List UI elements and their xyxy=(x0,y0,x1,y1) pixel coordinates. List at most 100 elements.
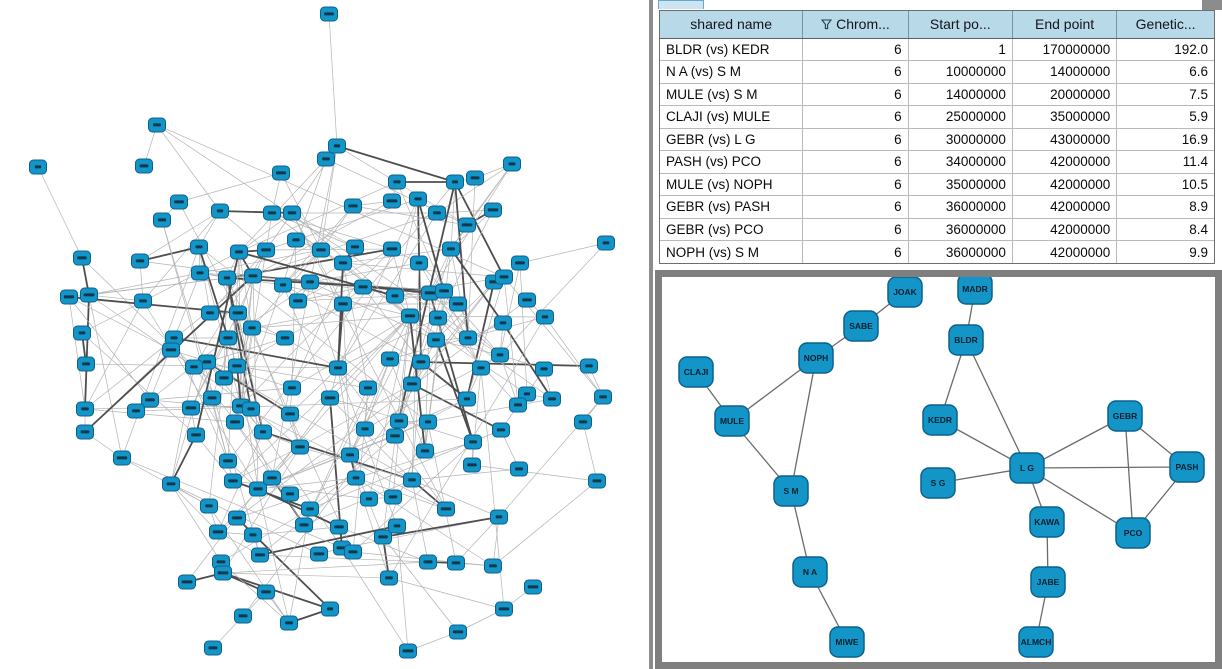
network-node[interactable] xyxy=(287,232,305,248)
network-node[interactable] xyxy=(226,414,244,430)
network-node[interactable] xyxy=(148,117,166,133)
cell-value[interactable]: 6 xyxy=(802,128,909,151)
network-node[interactable] xyxy=(463,457,481,473)
column-header-3[interactable]: End point xyxy=(1012,11,1118,39)
network-node[interactable] xyxy=(494,315,512,331)
cell-value[interactable]: 1 xyxy=(908,38,1013,61)
network-node[interactable] xyxy=(127,403,145,419)
network-node[interactable] xyxy=(484,202,502,218)
cell-value[interactable]: 170000000 xyxy=(1012,38,1118,61)
network-node[interactable] xyxy=(356,421,374,437)
cell-value[interactable]: 14000000 xyxy=(908,83,1013,106)
network-node[interactable] xyxy=(536,309,554,325)
filter-funnel-icon[interactable] xyxy=(820,17,833,33)
network-node[interactable] xyxy=(388,518,406,534)
network-node[interactable] xyxy=(204,640,222,656)
network-node-pco[interactable]: PCO xyxy=(1115,517,1151,549)
network-node[interactable] xyxy=(295,517,313,533)
cell-value[interactable]: 11.4 xyxy=(1116,150,1214,174)
cell-value[interactable]: 6 xyxy=(802,150,909,174)
network-node[interactable] xyxy=(347,470,365,486)
network-node[interactable] xyxy=(511,255,529,271)
network-node[interactable] xyxy=(321,390,339,406)
network-node[interactable] xyxy=(209,524,227,540)
network-node[interactable] xyxy=(330,519,348,535)
network-node[interactable] xyxy=(29,159,47,175)
network-node-almch[interactable]: ALMCH xyxy=(1018,626,1054,658)
network-node[interactable] xyxy=(427,332,445,348)
table-row[interactable]: MULE (vs) NOPH 6 35000000 42000000 10.5 xyxy=(660,173,1214,196)
network-node[interactable] xyxy=(360,491,378,507)
network-node[interactable] xyxy=(459,330,477,346)
network-node[interactable] xyxy=(281,406,299,422)
network-node[interactable] xyxy=(301,274,319,290)
network-node[interactable] xyxy=(276,330,294,346)
network-node[interactable] xyxy=(211,203,229,219)
cell-value[interactable]: 6 xyxy=(802,173,909,196)
network-node[interactable] xyxy=(472,360,490,376)
network-node[interactable] xyxy=(386,428,404,444)
network-node[interactable] xyxy=(73,325,91,341)
network-node[interactable] xyxy=(218,270,236,286)
network-node[interactable] xyxy=(162,476,180,492)
cell-value[interactable]: 8.9 xyxy=(1116,195,1214,219)
cell-value[interactable]: 42000000 xyxy=(1012,195,1118,219)
network-node[interactable] xyxy=(185,359,203,375)
network-node-madr[interactable]: MADR xyxy=(957,277,993,305)
network-node[interactable] xyxy=(334,255,352,271)
table-row[interactable]: MULE (vs) S M 6 14000000 20000000 7.5 xyxy=(660,83,1214,106)
network-node-jabe[interactable]: JABE xyxy=(1030,566,1066,598)
network-node[interactable] xyxy=(410,255,428,271)
table-row[interactable]: BLDR (vs) KEDR 6 1 170000000 192.0 xyxy=(660,38,1214,61)
network-node[interactable] xyxy=(113,450,131,466)
network-node[interactable] xyxy=(201,305,219,321)
cell-value[interactable]: 20000000 xyxy=(1012,83,1118,106)
network-node[interactable] xyxy=(178,574,196,590)
network-node-pash[interactable]: PASH xyxy=(1169,451,1205,483)
table-row[interactable]: NOPH (vs) S M 6 36000000 42000000 9.9 xyxy=(660,240,1214,263)
cell-value[interactable]: 16.9 xyxy=(1116,128,1214,151)
network-node[interactable] xyxy=(274,277,292,293)
cell-value[interactable]: 42000000 xyxy=(1012,173,1118,196)
network-node-mule[interactable]: MULE xyxy=(714,405,750,437)
network-node-bldr[interactable]: BLDR xyxy=(948,324,984,356)
network-node[interactable] xyxy=(419,414,437,430)
network-node[interactable] xyxy=(80,287,98,303)
network-node[interactable] xyxy=(535,361,553,377)
network-node-sabe[interactable]: SABE xyxy=(843,310,879,342)
network-node[interactable] xyxy=(320,6,338,22)
network-node[interactable] xyxy=(380,570,398,586)
network-node[interactable] xyxy=(60,289,78,305)
network-node[interactable] xyxy=(416,443,434,459)
network-node[interactable] xyxy=(219,453,237,469)
network-node[interactable] xyxy=(254,424,272,440)
network-node[interactable] xyxy=(518,292,536,308)
cell-shared-name[interactable]: GEBR (vs) PCO xyxy=(660,218,804,241)
network-node[interactable] xyxy=(203,390,221,406)
network-node[interactable] xyxy=(574,414,592,430)
network-node[interactable] xyxy=(170,194,188,210)
network-node[interactable] xyxy=(182,400,200,416)
cell-value[interactable]: 36000000 xyxy=(908,240,1013,263)
network-node[interactable] xyxy=(310,546,328,562)
cell-value[interactable]: 42000000 xyxy=(1012,150,1118,174)
network-node[interactable] xyxy=(419,554,437,570)
table-row[interactable]: GEBR (vs) PCO 6 36000000 42000000 8.4 xyxy=(660,218,1214,241)
network-node[interactable] xyxy=(384,489,402,505)
network-node[interactable] xyxy=(412,354,430,370)
network-node[interactable] xyxy=(464,434,482,450)
network-node[interactable] xyxy=(187,427,205,443)
network-node[interactable] xyxy=(328,138,346,154)
filtered-network-canvas[interactable]: JOAK SABE NOPH CLAJI MULE MADR BLDR KEDR GEBR PAS… xyxy=(662,277,1215,662)
network-node[interactable] xyxy=(200,498,218,514)
network-node-l-g[interactable]: L G xyxy=(1009,452,1045,484)
network-node[interactable] xyxy=(401,308,419,324)
cell-value[interactable]: 35000000 xyxy=(908,173,1013,196)
cell-shared-name[interactable]: GEBR (vs) PASH xyxy=(660,195,804,219)
network-node[interactable] xyxy=(77,356,95,372)
network-node[interactable] xyxy=(329,360,347,376)
cell-value[interactable]: 6 xyxy=(802,38,909,61)
network-node[interactable] xyxy=(244,527,262,543)
network-node[interactable] xyxy=(280,615,298,631)
cell-value[interactable]: 6 xyxy=(802,83,909,106)
